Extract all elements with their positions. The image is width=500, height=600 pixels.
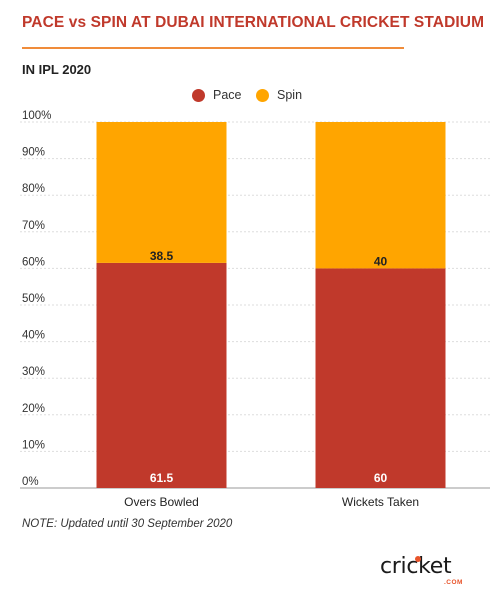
- data-label-spin-1: 40: [374, 254, 388, 268]
- logo-suffix: .COM: [444, 579, 463, 586]
- legend-label-spin: Spin: [277, 88, 303, 102]
- bar-pace-0: [96, 262, 227, 488]
- bar-spin-0: [96, 122, 227, 263]
- y-tick-label: 0%: [22, 476, 39, 488]
- legend-label-pace: Pace: [213, 88, 242, 102]
- logo-dot: [415, 556, 421, 562]
- legend-item-pace: Pace: [192, 88, 242, 102]
- y-tick-label: 100%: [22, 110, 51, 122]
- legend-swatch-pace: [192, 88, 205, 102]
- y-tick-label: 40%: [22, 330, 45, 342]
- y-tick-label: 50%: [22, 293, 45, 305]
- y-tick-label: 60%: [22, 256, 45, 268]
- title-underline: [22, 47, 404, 49]
- x-tick-label: Overs Bowled: [124, 495, 199, 509]
- bar-spin-1: [315, 122, 446, 269]
- y-tick-label: 90%: [22, 147, 45, 159]
- y-tick-label: 30%: [22, 366, 45, 378]
- y-tick-label: 20%: [22, 403, 45, 415]
- bar-pace-1: [315, 268, 446, 488]
- chart-subtitle: IN IPL 2020: [22, 62, 92, 77]
- cricket-com-logo: cricket .COM: [380, 554, 490, 586]
- legend-swatch-spin: [256, 88, 269, 102]
- legend: Pace Spin: [0, 88, 500, 106]
- footnote: NOTE: Updated until 30 September 2020: [22, 518, 233, 530]
- data-label-pace-0: 61.5: [150, 471, 174, 485]
- y-tick-label: 70%: [22, 220, 45, 232]
- chart-title: PACE vs SPIN AT DUBAI INTERNATIONAL CRIC…: [22, 14, 485, 31]
- data-label-spin-0: 38.5: [150, 249, 174, 263]
- y-tick-label: 10%: [22, 439, 45, 451]
- y-tick-label: 80%: [22, 183, 45, 195]
- data-label-pace-1: 60: [374, 471, 388, 485]
- x-tick-label: Wickets Taken: [342, 495, 419, 509]
- legend-item-spin: Spin: [256, 88, 302, 102]
